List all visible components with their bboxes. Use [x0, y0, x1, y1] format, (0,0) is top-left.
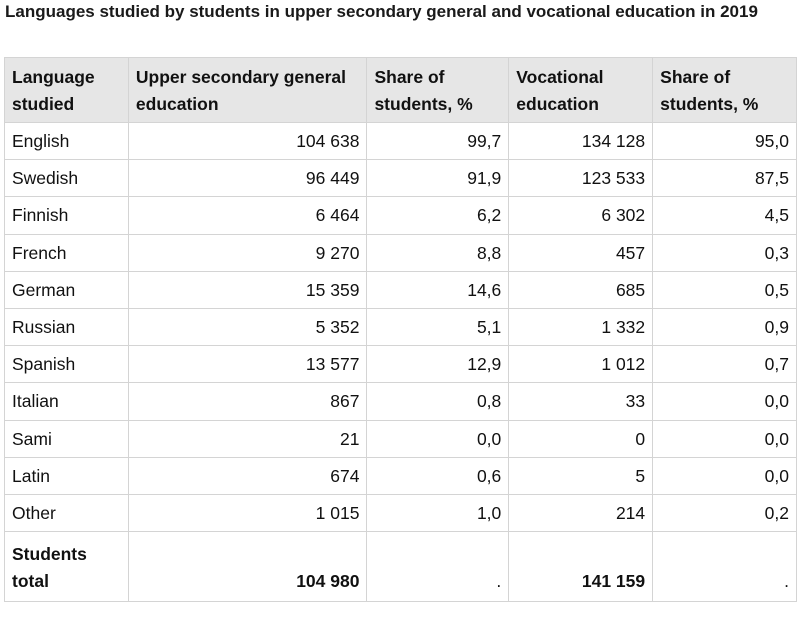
general-count-cell: 1 015 [127, 493, 368, 533]
vocational-share-cell: 0,0 [652, 382, 797, 421]
table-row: German 15 359 14,6 685 0,5 [4, 270, 797, 309]
general-count-cell: 104 638 [127, 121, 368, 161]
general-share-cell: 8,8 [366, 233, 510, 272]
vocational-count-cell: 1 332 [508, 307, 654, 347]
vocational-share-cell: 87,5 [652, 159, 797, 198]
general-share-cell: 0,6 [366, 456, 510, 495]
vocational-share-cell: 0,0 [652, 419, 797, 458]
general-share-cell: 99,7 [366, 121, 510, 161]
vocational-share-cell: 4,5 [652, 196, 797, 235]
language-cell: Finnish [4, 196, 129, 235]
total-vocational-cell: 141 159 [508, 531, 654, 603]
general-share-cell: 5,1 [366, 307, 510, 347]
general-share-cell: 0,0 [366, 419, 510, 458]
vocational-share-cell: 0,7 [652, 345, 797, 384]
general-count-cell: 13 577 [127, 345, 368, 384]
header-vocational-education: Vocational education [508, 57, 654, 123]
vocational-share-cell: 0,2 [652, 493, 797, 533]
table-row: Finnish 6 464 6,2 6 302 4,5 [4, 196, 797, 235]
language-cell: English [4, 121, 129, 161]
vocational-count-cell: 33 [508, 382, 654, 421]
table-row: Russian 5 352 5,1 1 332 0,9 [4, 307, 797, 347]
table-row: Swedish 96 449 91,9 123 533 87,5 [4, 159, 797, 198]
header-general-education: Upper secondary general education [127, 57, 368, 123]
table-row: English 104 638 99,7 134 128 95,0 [4, 121, 797, 161]
header-language-studied: Language studied [4, 57, 129, 123]
vocational-share-cell: 0,9 [652, 307, 797, 347]
general-count-cell: 867 [127, 382, 368, 421]
language-cell: Italian [4, 382, 129, 421]
table-caption: Languages studied by students in upper s… [5, 2, 758, 21]
language-cell: Swedish [4, 159, 129, 198]
table-row: French 9 270 8,8 457 0,3 [4, 233, 797, 272]
vocational-count-cell: 123 533 [508, 159, 654, 198]
vocational-share-cell: 0,5 [652, 270, 797, 309]
language-cell: Latin [4, 456, 129, 495]
total-vocational-share-cell: . [652, 531, 797, 603]
language-cell: Sami [4, 419, 129, 458]
general-share-cell: 0,8 [366, 382, 510, 421]
general-share-cell: 1,0 [366, 493, 510, 533]
table-row: Latin 674 0,6 5 0,0 [4, 456, 797, 495]
vocational-count-cell: 0 [508, 419, 654, 458]
general-count-cell: 6 464 [127, 196, 368, 235]
header-general-share: Share of students, % [366, 57, 510, 123]
header-vocational-share: Share of students, % [652, 57, 797, 123]
total-general-cell: 104 980 [127, 531, 368, 603]
language-cell: Russian [4, 307, 129, 347]
general-count-cell: 96 449 [127, 159, 368, 198]
header-row: Language studied Upper secondary general… [4, 57, 797, 123]
table-row: Spanish 13 577 12,9 1 012 0,7 [4, 345, 797, 384]
table-row: Other 1 015 1,0 214 0,2 [4, 493, 797, 533]
general-count-cell: 5 352 [127, 307, 368, 347]
vocational-share-cell: 0,3 [652, 233, 797, 272]
table-row: Italian 867 0,8 33 0,0 [4, 382, 797, 421]
total-label-cell: Students total [4, 531, 129, 603]
vocational-count-cell: 457 [508, 233, 654, 272]
language-cell: Spanish [4, 345, 129, 384]
vocational-count-cell: 214 [508, 493, 654, 533]
total-general-share-cell: . [366, 531, 510, 603]
vocational-count-cell: 685 [508, 270, 654, 309]
vocational-count-cell: 6 302 [508, 196, 654, 235]
general-share-cell: 14,6 [366, 270, 510, 309]
vocational-count-cell: 134 128 [508, 121, 654, 161]
vocational-count-cell: 5 [508, 456, 654, 495]
vocational-share-cell: 95,0 [652, 121, 797, 161]
general-share-cell: 6,2 [366, 196, 510, 235]
table-row: Sami 21 0,0 0 0,0 [4, 419, 797, 458]
language-cell: German [4, 270, 129, 309]
language-cell: Other [4, 493, 129, 533]
general-count-cell: 9 270 [127, 233, 368, 272]
general-count-cell: 15 359 [127, 270, 368, 309]
vocational-share-cell: 0,0 [652, 456, 797, 495]
languages-table: Language studied Upper secondary general… [4, 57, 797, 603]
general-count-cell: 674 [127, 456, 368, 495]
general-count-cell: 21 [127, 419, 368, 458]
general-share-cell: 91,9 [366, 159, 510, 198]
total-row: Students total 104 980 . 141 159 . [4, 531, 797, 603]
general-share-cell: 12,9 [366, 345, 510, 384]
vocational-count-cell: 1 012 [508, 345, 654, 384]
language-cell: French [4, 233, 129, 272]
